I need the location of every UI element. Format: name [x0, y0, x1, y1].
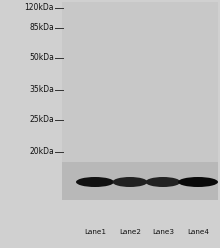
Ellipse shape: [76, 177, 114, 187]
Bar: [62, 162, 218, 200]
Bar: [62, 2, 218, 162]
Text: Lane3: Lane3: [152, 229, 174, 235]
Ellipse shape: [112, 177, 147, 187]
Text: Lane1: Lane1: [84, 229, 106, 235]
Text: 50kDa: 50kDa: [29, 54, 54, 62]
Text: 20kDa: 20kDa: [29, 148, 54, 156]
Ellipse shape: [178, 177, 218, 187]
Text: 35kDa: 35kDa: [29, 86, 54, 94]
Ellipse shape: [145, 177, 180, 187]
Text: 85kDa: 85kDa: [29, 24, 54, 32]
Text: 120kDa: 120kDa: [24, 3, 54, 12]
Text: Lane2: Lane2: [119, 229, 141, 235]
Text: 25kDa: 25kDa: [29, 116, 54, 124]
Text: Lane4: Lane4: [187, 229, 209, 235]
